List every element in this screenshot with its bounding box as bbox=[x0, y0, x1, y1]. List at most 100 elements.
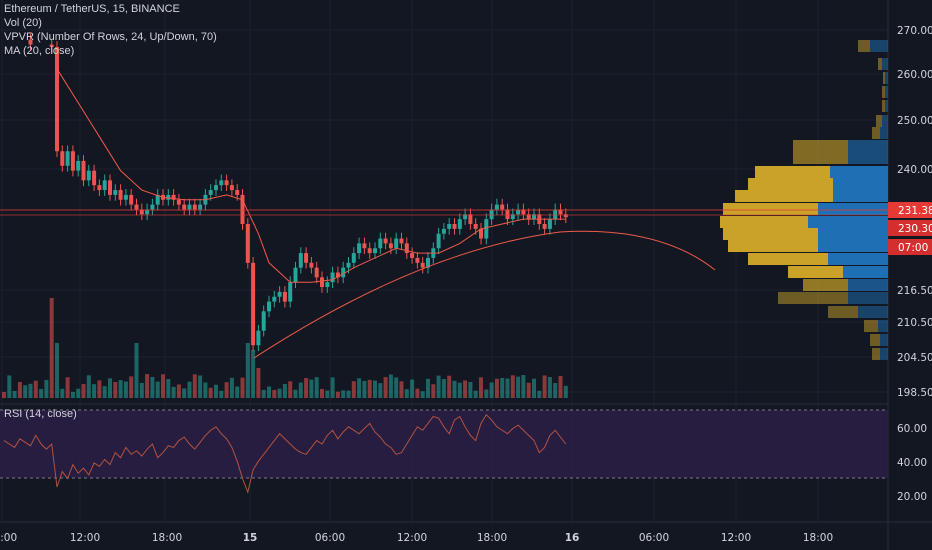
volume-bar-39 bbox=[208, 387, 213, 398]
candle-body-76 bbox=[404, 243, 409, 254]
volume-bar-72 bbox=[383, 377, 388, 398]
candle-body-96 bbox=[510, 214, 515, 220]
symbol-title[interactable]: Ethereum / TetherUS, 15, BINANCE bbox=[4, 3, 180, 15]
price-tick-5: 210.50 bbox=[897, 317, 932, 329]
candle-body-62 bbox=[330, 272, 335, 283]
volume-bar-93 bbox=[494, 378, 499, 398]
candle-body-13 bbox=[70, 151, 75, 171]
candle-body-14 bbox=[76, 160, 81, 171]
vpvr-down-3 bbox=[882, 86, 885, 98]
candle-body-43 bbox=[229, 185, 234, 191]
volume-bar-91 bbox=[484, 389, 489, 398]
candle-body-91 bbox=[484, 219, 489, 239]
vpvr-up-18 bbox=[848, 279, 888, 291]
volume-bar-58 bbox=[309, 379, 314, 398]
ma-long-curve bbox=[253, 230, 716, 359]
candle-body-22 bbox=[118, 190, 123, 200]
volume-bar-21 bbox=[113, 381, 118, 398]
volume-bar-84 bbox=[447, 375, 452, 398]
indicator-vol[interactable]: Vol (20) bbox=[4, 17, 42, 29]
vpvr-up-15 bbox=[818, 240, 888, 252]
volume-bar-76 bbox=[404, 389, 409, 398]
vpvr-up-9 bbox=[830, 166, 888, 178]
vpvr-down-9 bbox=[755, 166, 830, 178]
candle-body-35 bbox=[187, 204, 192, 210]
volume-bar-32 bbox=[171, 386, 176, 398]
volume-bar-50 bbox=[267, 386, 271, 398]
indicator-rsi[interactable]: RSI (14, close) bbox=[4, 408, 77, 420]
candle-body-58 bbox=[309, 262, 314, 268]
volume-bar-9 bbox=[49, 298, 54, 398]
ma-line bbox=[56, 68, 566, 283]
volume-bar-11 bbox=[60, 388, 65, 398]
volume-bar-66 bbox=[351, 381, 356, 398]
candle-body-15 bbox=[81, 160, 86, 181]
candle-body-85 bbox=[452, 224, 457, 229]
time-tick-4: 06:00 bbox=[315, 532, 345, 544]
candle-body-94 bbox=[500, 204, 505, 210]
rsi-line bbox=[3, 413, 567, 494]
price-badge-1: 230.30 bbox=[898, 223, 932, 235]
vpvr-up-3 bbox=[885, 86, 888, 98]
volume-bar-103 bbox=[547, 376, 552, 398]
candle-body-49 bbox=[261, 311, 266, 331]
indicator-ma[interactable]: MA (20, close) bbox=[4, 45, 75, 57]
indicator-vpvr[interactable]: VPVR (Number Of Rows, 24, Up/Down, 70) bbox=[4, 31, 217, 43]
candle-body-97 bbox=[516, 209, 521, 215]
vpvr-up-14 bbox=[818, 228, 888, 240]
price-tick-0: 270.00 bbox=[897, 25, 932, 37]
volume-bar-0 bbox=[2, 392, 6, 398]
volume-bar-89 bbox=[473, 390, 478, 398]
candle-body-88 bbox=[468, 214, 473, 224]
rsi-tick-1: 40.00 bbox=[897, 457, 927, 469]
volume-bar-6 bbox=[33, 380, 38, 398]
volume-bar-53 bbox=[282, 383, 287, 398]
candle-body-72 bbox=[383, 238, 388, 244]
volume-bar-71 bbox=[378, 383, 383, 398]
candle-body-24 bbox=[129, 194, 134, 205]
volume-bar-24 bbox=[129, 376, 134, 398]
volume-bar-59 bbox=[314, 377, 319, 398]
candle-body-11 bbox=[60, 151, 65, 166]
volume-bar-81 bbox=[431, 384, 436, 398]
candle-body-69 bbox=[367, 248, 372, 254]
vpvr-down-18 bbox=[803, 279, 848, 291]
candle-body-73 bbox=[388, 243, 393, 249]
candle-body-60 bbox=[320, 277, 324, 288]
volume-bar-88 bbox=[468, 381, 473, 398]
candle-body-87 bbox=[463, 214, 468, 220]
candle-body-27 bbox=[145, 209, 150, 215]
volume-bar-13 bbox=[70, 391, 75, 398]
vpvr-up-20 bbox=[858, 306, 888, 318]
vpvr-down-15 bbox=[728, 240, 818, 252]
volume-bar-67 bbox=[357, 378, 362, 398]
volume-bar-45 bbox=[240, 377, 245, 398]
time-tick-2: 18:00 bbox=[152, 532, 182, 544]
candle-body-82 bbox=[436, 233, 441, 249]
volume-bar-95 bbox=[505, 378, 510, 398]
vpvr-down-17 bbox=[788, 266, 843, 278]
vpvr-up-7 bbox=[848, 140, 888, 152]
candle-body-95 bbox=[505, 209, 510, 220]
candle-body-103 bbox=[547, 219, 552, 229]
candle-body-92 bbox=[489, 209, 494, 220]
volume-bar-104 bbox=[553, 383, 558, 398]
volume-bar-30 bbox=[161, 374, 165, 398]
volume-bar-4 bbox=[23, 385, 28, 398]
candle-body-50 bbox=[267, 301, 271, 312]
volume-bar-23 bbox=[123, 381, 128, 398]
volume-bar-98 bbox=[521, 375, 526, 398]
volume-bar-99 bbox=[526, 382, 531, 398]
candle-body-31 bbox=[166, 194, 171, 200]
volume-bar-3 bbox=[17, 381, 22, 398]
candle-body-105 bbox=[558, 209, 563, 215]
volume-bar-85 bbox=[452, 380, 457, 398]
vpvr-up-23 bbox=[880, 348, 888, 360]
candle-body-83 bbox=[441, 228, 446, 234]
price-badge-bg-2 bbox=[888, 239, 932, 255]
volume-bar-97 bbox=[516, 376, 521, 398]
candle-body-70 bbox=[373, 248, 377, 254]
candle-body-57 bbox=[304, 253, 309, 263]
volume-bar-100 bbox=[532, 378, 536, 398]
